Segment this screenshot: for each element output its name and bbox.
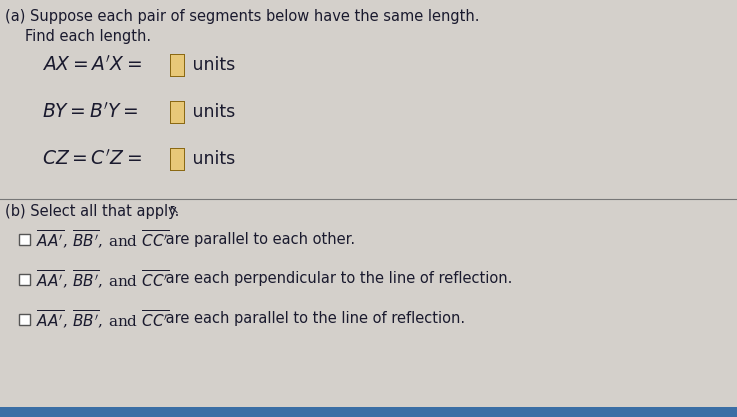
Text: $\overline{BB'}$,: $\overline{BB'}$,: [72, 228, 103, 250]
FancyBboxPatch shape: [172, 55, 184, 75]
Text: and $\overline{CC'}$: and $\overline{CC'}$: [108, 229, 170, 249]
FancyBboxPatch shape: [170, 148, 186, 171]
Text: units: units: [187, 150, 235, 168]
Text: Find each length.: Find each length.: [25, 29, 151, 44]
Bar: [19, 314, 30, 324]
Text: units: units: [187, 56, 235, 74]
Text: and $\overline{CC'}$: and $\overline{CC'}$: [108, 309, 170, 329]
Bar: [0, 407, 737, 417]
Text: $BY = B'Y =$: $BY = B'Y =$: [42, 102, 139, 122]
Bar: [19, 274, 30, 284]
Text: $\overline{AA'}$,: $\overline{AA'}$,: [36, 308, 68, 330]
FancyBboxPatch shape: [172, 148, 184, 169]
Text: are each perpendicular to the line of reflection.: are each perpendicular to the line of re…: [161, 271, 512, 286]
Text: $CZ = C'Z =$: $CZ = C'Z =$: [42, 149, 142, 169]
Text: (a) Suppose each pair of segments below have the same length.: (a) Suppose each pair of segments below …: [5, 9, 480, 24]
Text: $AX = A'X =$: $AX = A'X =$: [42, 55, 142, 75]
FancyBboxPatch shape: [170, 53, 186, 76]
Text: are each parallel to the line of reflection.: are each parallel to the line of reflect…: [161, 311, 465, 327]
FancyBboxPatch shape: [172, 101, 184, 123]
Text: units: units: [187, 103, 235, 121]
Text: $\overline{AA'}$,: $\overline{AA'}$,: [36, 228, 68, 250]
Text: $\overline{BB'}$,: $\overline{BB'}$,: [72, 308, 103, 330]
Bar: [19, 234, 30, 244]
Text: $\overline{BB'}$,: $\overline{BB'}$,: [72, 268, 103, 290]
FancyBboxPatch shape: [170, 100, 186, 123]
Text: $\overline{AA'}$,: $\overline{AA'}$,: [36, 268, 68, 290]
Text: are parallel to each other.: are parallel to each other.: [161, 231, 355, 246]
Text: (b) Select all that apply.: (b) Select all that apply.: [5, 204, 179, 219]
Text: ↖: ↖: [168, 204, 178, 217]
Text: and $\overline{CC'}$: and $\overline{CC'}$: [108, 269, 170, 289]
